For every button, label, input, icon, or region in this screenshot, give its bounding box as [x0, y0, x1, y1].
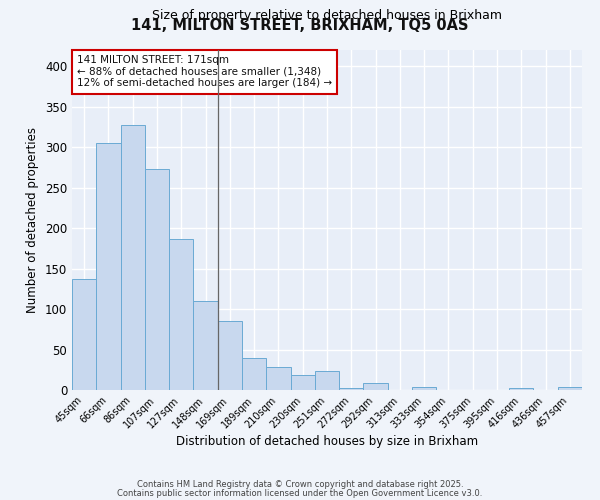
Bar — [412, 387, 436, 390]
Text: Contains HM Land Registry data © Crown copyright and database right 2025.: Contains HM Land Registry data © Crown c… — [137, 480, 463, 489]
Bar — [242, 358, 266, 390]
Text: 141 MILTON STREET: 171sqm
← 88% of detached houses are smaller (1,348)
12% of se: 141 MILTON STREET: 171sqm ← 88% of detac… — [77, 55, 332, 88]
Title: Size of property relative to detached houses in Brixham: Size of property relative to detached ho… — [152, 10, 502, 22]
Y-axis label: Number of detached properties: Number of detached properties — [26, 127, 40, 313]
Bar — [72, 279, 96, 390]
Text: Contains public sector information licensed under the Open Government Licence v3: Contains public sector information licen… — [118, 489, 482, 498]
Text: 141, MILTON STREET, BRIXHAM, TQ5 0AS: 141, MILTON STREET, BRIXHAM, TQ5 0AS — [131, 18, 469, 33]
Bar — [266, 368, 290, 390]
Bar — [96, 143, 121, 390]
X-axis label: Distribution of detached houses by size in Brixham: Distribution of detached houses by size … — [176, 436, 478, 448]
Bar — [290, 376, 315, 390]
Bar — [558, 387, 582, 390]
Bar — [145, 169, 169, 390]
Bar — [315, 370, 339, 390]
Bar — [121, 126, 145, 390]
Bar — [218, 321, 242, 390]
Bar — [169, 238, 193, 390]
Bar — [339, 388, 364, 390]
Bar — [509, 388, 533, 390]
Bar — [193, 301, 218, 390]
Bar — [364, 382, 388, 390]
